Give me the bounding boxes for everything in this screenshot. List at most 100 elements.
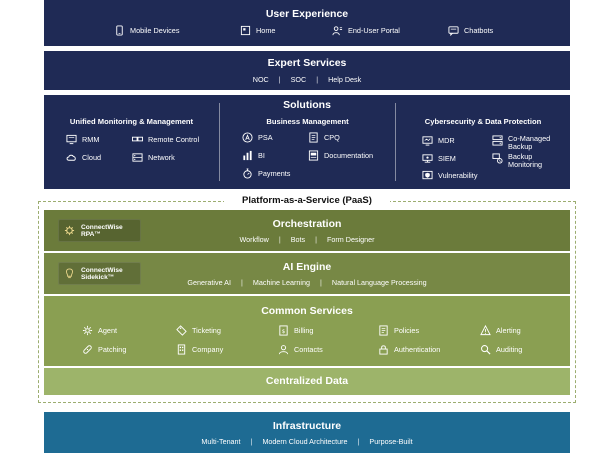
common-item-ticketing: Ticketing (176, 325, 221, 336)
ai-engine-band: ConnectWise Sidekick™ AI Engine Generativ… (44, 253, 570, 294)
orchestration-items: Workflow | Bots | Form Designer (44, 235, 570, 244)
mdr-icon (422, 135, 433, 146)
business-item-label: BI (258, 151, 265, 160)
security-item-mdr: MDR (422, 135, 455, 146)
alerting-icon (480, 324, 491, 336)
ux-item-label: Chatbots (464, 26, 494, 35)
infrastructure-band: Infrastructure Multi-Tenant | Modern Clo… (44, 412, 570, 453)
business-item-label: Documentation (324, 151, 374, 160)
security-item-label: SIEM (438, 154, 456, 163)
cybersecurity-column: Cybersecurity & Data Protection MDR Co-M… (396, 95, 570, 189)
separator: | (250, 437, 253, 446)
business-management-column: Business Management PSA CPQ BI Documenta… (220, 95, 395, 189)
cpq-icon (308, 132, 319, 143)
unified-item-label: RMM (82, 135, 100, 144)
network-icon (132, 152, 143, 163)
business-management-title: Business Management (266, 117, 349, 126)
common-item-billing: $ Billing (278, 325, 313, 336)
business-item-label: PSA (258, 133, 273, 142)
common-item-authentication: Authentication (378, 344, 440, 355)
ux-item-chatbots: Chatbots (448, 25, 494, 37)
common-item-label: Policies (394, 326, 420, 335)
authentication-icon (378, 344, 389, 355)
cybersecurity-title: Cybersecurity & Data Protection (424, 117, 542, 126)
solutions-divider (219, 103, 220, 181)
infrastructure-items: Multi-Tenant | Modern Cloud Architecture… (44, 437, 570, 446)
security-item-label: MDR (438, 136, 455, 145)
ticketing-icon (176, 325, 187, 336)
solutions-divider (395, 103, 396, 181)
unified-item-rmm: RMM (66, 134, 99, 145)
contacts-icon (278, 344, 289, 355)
ai-engine-title: AI Engine (282, 261, 332, 273)
billing-icon: $ (278, 325, 289, 336)
user-experience-band: User Experience Mobile Devices Home End-… (44, 0, 570, 46)
unified-item-network: Network (132, 152, 175, 163)
orchestration-item: Bots (290, 235, 306, 244)
svg-text:$: $ (282, 329, 286, 335)
agent-icon (82, 325, 93, 336)
security-item-vulnerability: Vulnerability (422, 170, 477, 181)
backup-monitoring-icon (492, 153, 503, 164)
security-item-label-line2: Backup (508, 142, 533, 151)
expert-services-band: Expert Services NOC | SOC | Help Desk (44, 51, 570, 90)
separator: | (240, 278, 243, 287)
unified-item-label: Network (148, 153, 175, 162)
business-item-documentation: Documentation (308, 150, 373, 161)
connectwise-rpa-badge: ConnectWise RPA™ (58, 219, 141, 242)
policies-icon (378, 325, 389, 336)
common-item-label: Billing (294, 326, 314, 335)
business-item-payments: Payments (242, 168, 290, 179)
expert-service-item: SOC (290, 75, 307, 84)
expert-service-item: Help Desk (328, 75, 362, 84)
security-item-label: Co-Managed (508, 134, 551, 143)
security-item-label: Vulnerability (438, 171, 478, 180)
auditing-icon (480, 344, 491, 355)
common-item-label: Contacts (294, 345, 323, 354)
common-services-band: Common Services Agent Ticketing $ Billin… (44, 296, 570, 366)
ux-item-label: End-User Portal (348, 26, 400, 35)
company-icon (176, 344, 187, 355)
home-icon (240, 25, 251, 36)
separator: | (320, 278, 322, 287)
ux-item-label: Home (256, 26, 276, 35)
common-item-label: Authentication (394, 345, 441, 354)
patching-icon (82, 344, 93, 355)
badge-line2: RPA™ (81, 230, 102, 238)
infrastructure-item: Purpose-Built (369, 437, 413, 446)
badge-line1: ConnectWise (81, 223, 123, 231)
ux-item-home: Home (240, 25, 275, 36)
unified-monitoring-column: Unified Monitoring & Management RMM Remo… (44, 95, 219, 189)
security-item-text: Backup Monitoring (508, 153, 542, 169)
badge-text: ConnectWise Sidekick™ (81, 267, 123, 281)
ai-engine-items: Generative AI | Machine Learning | Natur… (44, 278, 570, 287)
sidekick-icon (64, 268, 75, 279)
solutions-band: Solutions Unified Monitoring & Managemen… (44, 95, 570, 189)
orchestration-item: Workflow (239, 235, 269, 244)
business-item-label: CPQ (324, 133, 340, 142)
business-item-label: Payments (258, 169, 291, 178)
common-item-contacts: Contacts (278, 344, 323, 355)
chatbot-icon (448, 25, 459, 37)
business-item-cpq: CPQ (308, 132, 340, 143)
separator: | (315, 235, 318, 244)
expert-services-items: NOC | SOC | Help Desk (44, 75, 570, 84)
infrastructure-item: Modern Cloud Architecture (262, 437, 348, 446)
common-item-patching: Patching (82, 344, 126, 355)
rmm-icon (66, 134, 77, 145)
unified-item-remote-control: Remote Control (132, 134, 199, 145)
common-services-title: Common Services (261, 305, 353, 317)
ux-item-mobile-devices: Mobile Devices (114, 25, 179, 36)
unified-item-label: Remote Control (148, 135, 200, 144)
common-item-label: Ticketing (192, 326, 221, 335)
psa-icon (242, 132, 253, 143)
vulnerability-icon (422, 170, 433, 181)
common-item-label: Company (192, 345, 224, 354)
security-item-siem: SIEM (422, 153, 456, 164)
business-item-psa: PSA (242, 132, 273, 143)
unified-item-label: Cloud (82, 153, 102, 162)
security-item-label: Backup (508, 152, 533, 161)
payments-icon (242, 168, 253, 179)
ai-engine-item: Machine Learning (252, 278, 310, 287)
common-item-label: Patching (98, 345, 127, 354)
